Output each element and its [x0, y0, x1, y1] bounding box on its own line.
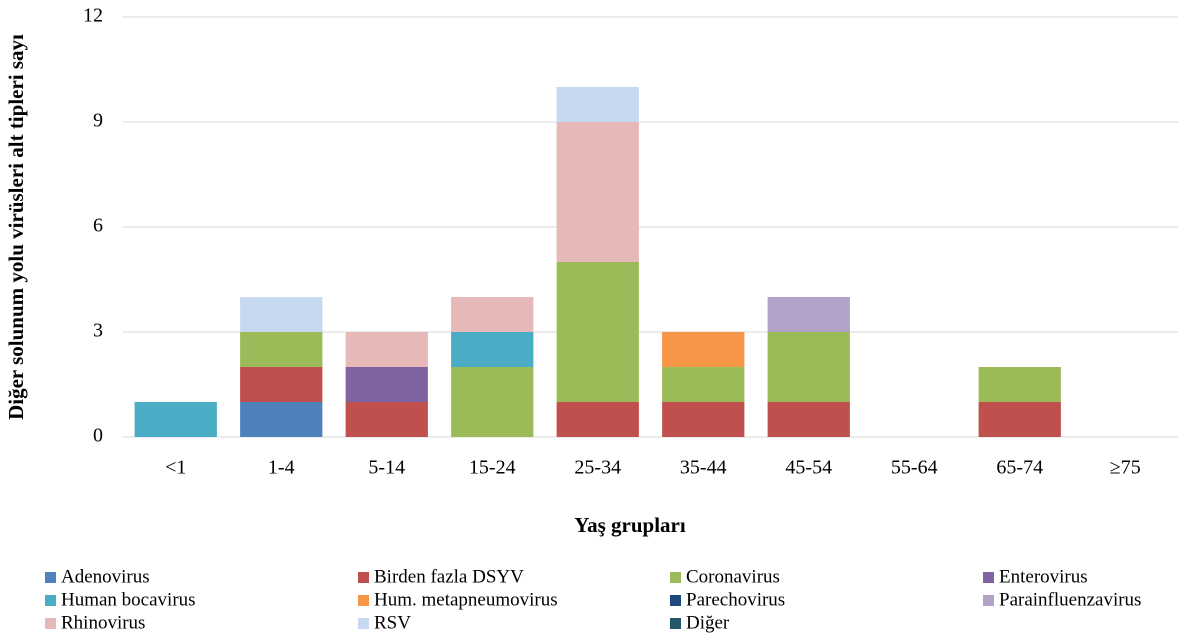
legend-swatch: [670, 618, 681, 629]
legend-swatch: [983, 572, 994, 583]
legend-swatch: [670, 595, 681, 606]
x-tick-label: 65-74: [996, 457, 1043, 479]
legend-label: Human bocavirus: [61, 589, 196, 610]
y-tick-label: 12: [83, 5, 103, 27]
bar-segment: [451, 332, 534, 367]
legend-swatch: [45, 572, 56, 583]
x-tick-label: <1: [165, 457, 186, 479]
x-tick-label: ≥75: [1110, 457, 1141, 479]
legend-swatch: [670, 572, 681, 583]
bar-segment: [345, 332, 428, 367]
bar-segment: [345, 402, 428, 437]
bar-segment: [451, 297, 534, 332]
bar-segment: [767, 297, 850, 332]
legend-label: Parainfluenzavirus: [999, 589, 1141, 610]
bar-segment: [662, 332, 745, 367]
legend-label: Enterovirus: [999, 566, 1088, 587]
legend-swatch: [983, 595, 994, 606]
legend-swatch: [45, 618, 56, 629]
legend-label: Adenovirus: [61, 566, 150, 587]
bar-segment: [662, 367, 745, 402]
bar-segment: [240, 402, 323, 437]
bar-segment: [240, 297, 323, 332]
y-tick-label: 6: [93, 215, 103, 237]
bar-segment: [767, 402, 850, 437]
legend-swatch: [358, 618, 369, 629]
bar-segment: [451, 367, 534, 437]
x-tick-label: 15-24: [469, 457, 516, 479]
bar-segment: [767, 332, 850, 402]
bar-segment: [345, 367, 428, 402]
bar-segment: [556, 122, 639, 262]
legend-swatch: [358, 572, 369, 583]
x-axis-title: Yaş grupları: [574, 513, 686, 537]
bar-segment: [240, 367, 323, 402]
bar-segment: [556, 87, 639, 122]
bar-segment: [556, 262, 639, 402]
x-tick-label: 35-44: [680, 457, 727, 479]
y-axis-title: Diğer solunum yolu virüsleri alt tipleri…: [4, 34, 28, 420]
y-tick-label: 3: [93, 320, 103, 342]
legend-label: Birden fazla DSYV: [374, 566, 524, 587]
legend-label: RSV: [374, 612, 411, 633]
y-tick-label: 9: [93, 110, 103, 132]
legend-label: Coronavirus: [686, 566, 780, 587]
legend-label: Parechovirus: [686, 589, 785, 610]
legend-label: Rhinovirus: [61, 612, 145, 633]
legend-label: Hum. metapneumovirus: [374, 589, 558, 610]
legend-swatch: [358, 595, 369, 606]
bar-segment: [556, 402, 639, 437]
x-tick-label: 5-14: [368, 457, 405, 479]
legend-label: Diğer: [686, 612, 730, 633]
x-tick-label: 1-4: [268, 457, 295, 479]
bar-segment: [240, 332, 323, 367]
bar-segment: [978, 367, 1061, 402]
x-tick-label: 55-64: [891, 457, 938, 479]
y-tick-label: 0: [93, 425, 103, 447]
x-tick-label: 25-34: [574, 457, 621, 479]
bar-segment: [662, 402, 745, 437]
bar-segment: [978, 402, 1061, 437]
bar-segment: [134, 402, 217, 437]
legend-swatch: [45, 595, 56, 606]
x-tick-label: 45-54: [785, 457, 832, 479]
